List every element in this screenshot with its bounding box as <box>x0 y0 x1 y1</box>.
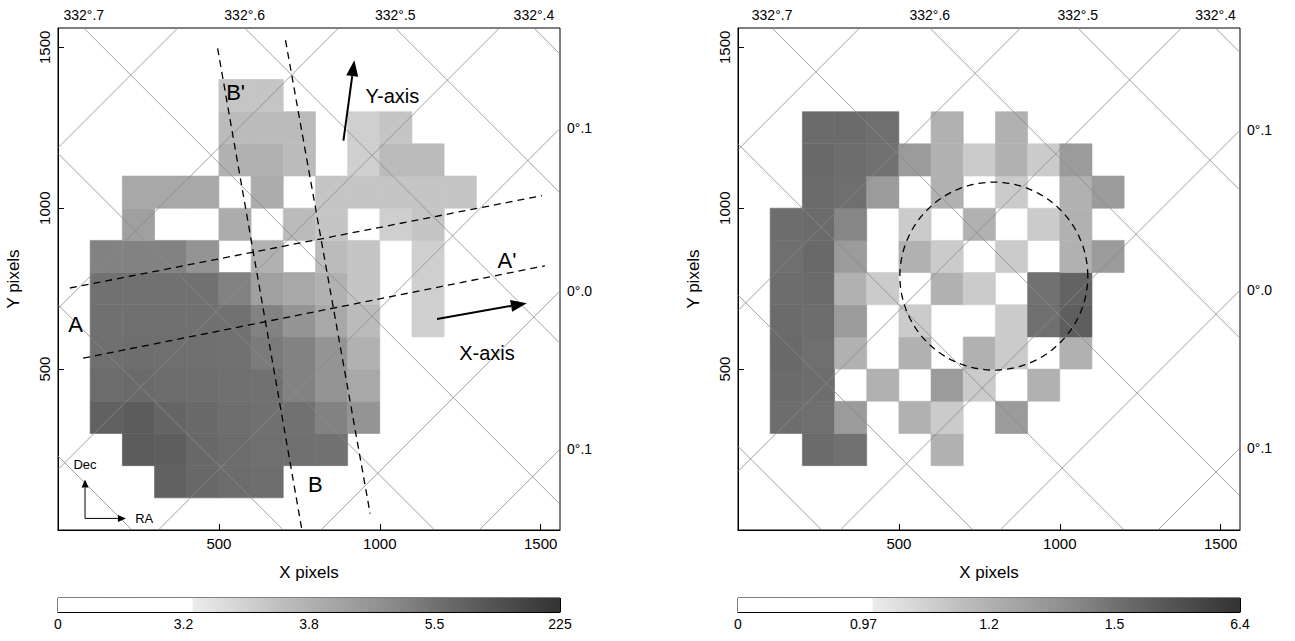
svg-text:1500: 1500 <box>1204 535 1237 552</box>
svg-text:1500: 1500 <box>36 31 53 64</box>
svg-text:A': A' <box>497 248 516 273</box>
svg-text:0.97: 0.97 <box>850 616 877 632</box>
svg-text:332°.6: 332°.6 <box>224 7 265 23</box>
svg-text:3.2: 3.2 <box>174 616 194 632</box>
svg-text:Y-axis: Y-axis <box>365 85 419 107</box>
svg-text:B: B <box>308 472 323 497</box>
svg-text:Y pixels: Y pixels <box>684 249 703 308</box>
svg-text:Y pixels: Y pixels <box>4 249 23 308</box>
svg-text:332°.4: 332°.4 <box>514 7 555 23</box>
svg-text:1000: 1000 <box>363 535 396 552</box>
svg-text:X-axis: X-axis <box>459 342 515 364</box>
svg-text:0°.1: 0°.1 <box>1247 440 1272 456</box>
svg-text:0: 0 <box>54 616 62 632</box>
svg-text:A: A <box>68 312 83 337</box>
svg-text:X pixels: X pixels <box>959 563 1019 582</box>
svg-text:RA: RA <box>135 511 153 526</box>
svg-text:1500: 1500 <box>524 535 557 552</box>
svg-text:0°.1: 0°.1 <box>567 441 592 457</box>
svg-text:Dec: Dec <box>73 457 97 472</box>
svg-text:332°.5: 332°.5 <box>375 7 416 23</box>
svg-text:332°.5: 332°.5 <box>1057 7 1098 23</box>
svg-text:1.5: 1.5 <box>1105 616 1125 632</box>
svg-text:332°.6: 332°.6 <box>909 7 950 23</box>
svg-text:332°.7: 332°.7 <box>63 7 104 23</box>
svg-text:3.8: 3.8 <box>299 616 319 632</box>
svg-text:0°.1: 0°.1 <box>1247 122 1272 138</box>
svg-text:0°.1: 0°.1 <box>567 120 592 136</box>
svg-text:500: 500 <box>36 357 53 382</box>
svg-text:1500: 1500 <box>716 31 733 64</box>
svg-text:1000: 1000 <box>1043 535 1076 552</box>
svg-text:6.4: 6.4 <box>1230 616 1250 632</box>
svg-text:500: 500 <box>206 535 231 552</box>
svg-text:225: 225 <box>548 616 572 632</box>
svg-text:B': B' <box>226 80 245 105</box>
svg-text:0: 0 <box>734 616 742 632</box>
svg-text:332°.7: 332°.7 <box>752 7 793 23</box>
svg-text:5.5: 5.5 <box>425 616 445 632</box>
svg-text:1000: 1000 <box>36 192 53 225</box>
svg-text:500: 500 <box>886 535 911 552</box>
svg-text:1000: 1000 <box>716 192 733 225</box>
svg-text:500: 500 <box>716 357 733 382</box>
svg-text:1.2: 1.2 <box>979 616 999 632</box>
svg-text:0°.0: 0°.0 <box>1247 282 1272 298</box>
svg-text:0°.0: 0°.0 <box>567 283 592 299</box>
svg-text:332°.4: 332°.4 <box>1195 7 1236 23</box>
svg-text:X pixels: X pixels <box>279 563 339 582</box>
